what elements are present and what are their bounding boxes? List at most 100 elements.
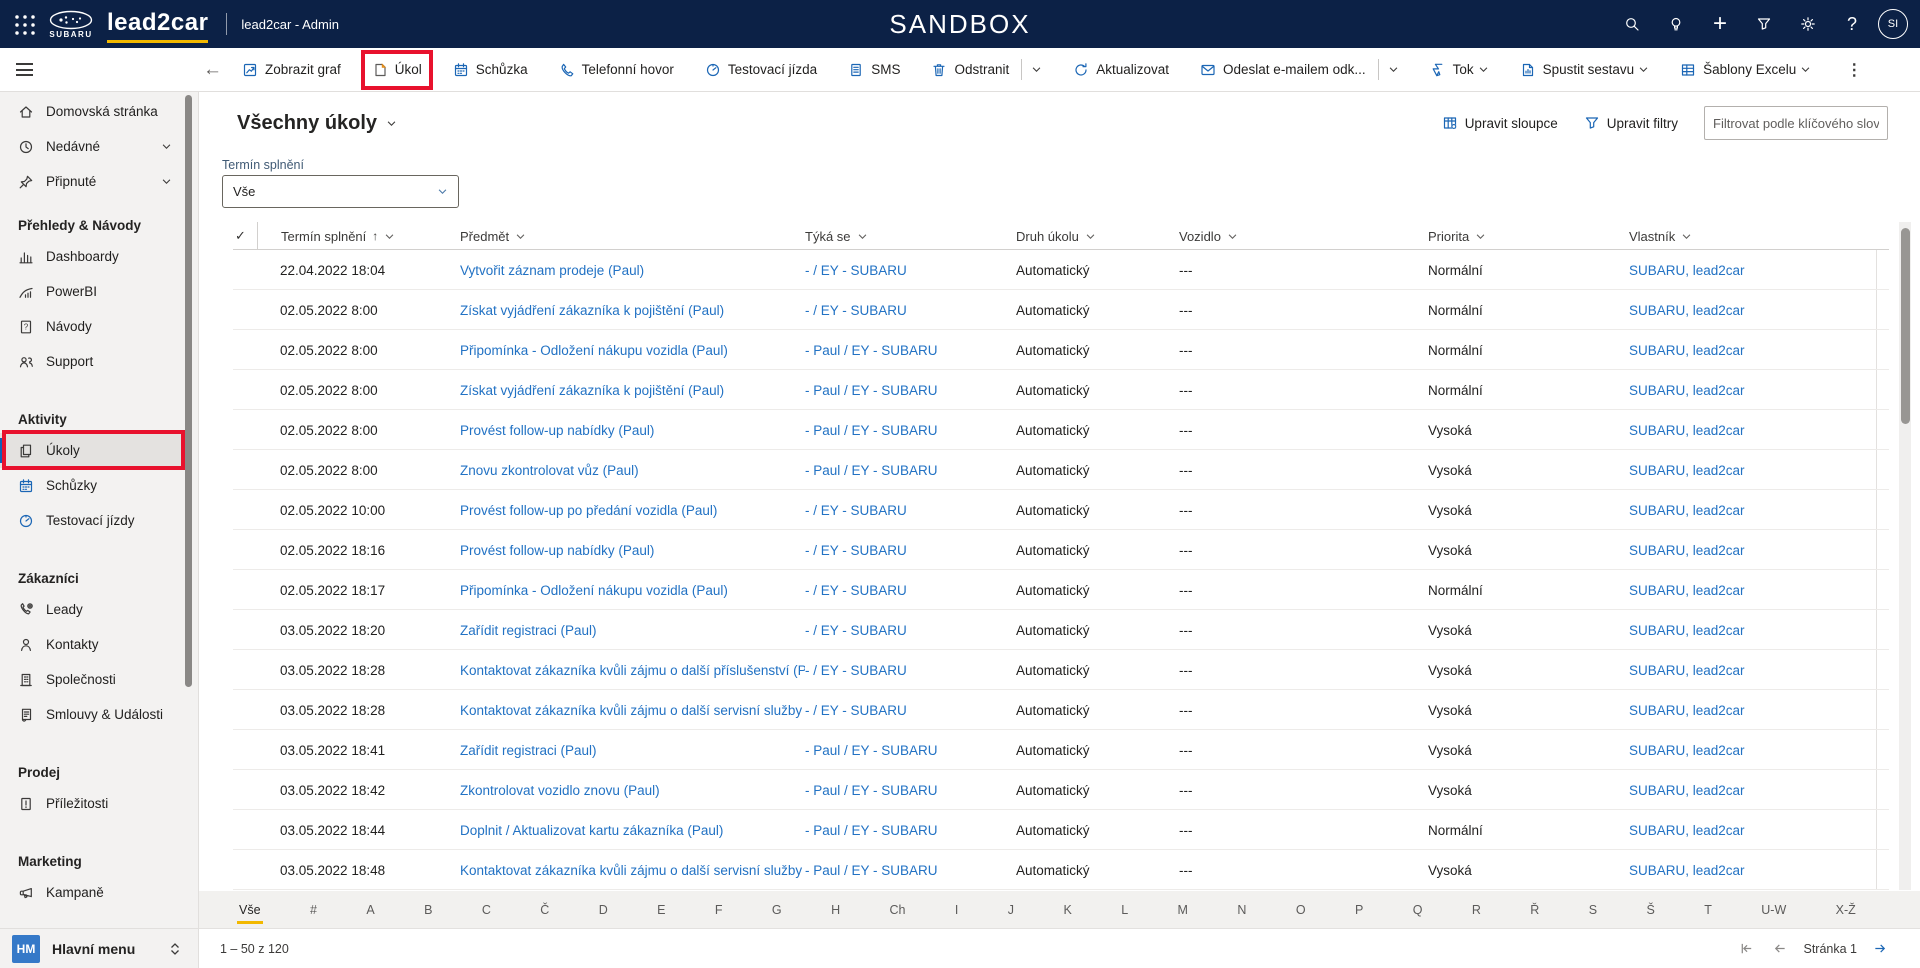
owner-link[interactable]: SUBARU, lead2car — [1629, 742, 1745, 758]
view-selector[interactable]: Všechny úkoly — [237, 112, 397, 135]
sidebar-item-campaigns[interactable]: Kampaně — [0, 875, 184, 910]
sidebar-item-leads[interactable]: Leady — [0, 592, 184, 627]
jump-o[interactable]: O — [1294, 899, 1308, 921]
jump-r[interactable]: R — [1470, 899, 1483, 921]
regarding-link[interactable]: - Paul / EY - SUBARU — [805, 342, 938, 358]
sidebar-item-powerbi[interactable]: PowerBI — [0, 274, 184, 309]
task-row[interactable]: 02.05.2022 8:00 Znovu zkontrolovat vůz (P… — [199, 450, 1920, 490]
subject-link[interactable]: Provést follow-up nabídky (Paul) — [460, 422, 655, 438]
owner-link[interactable]: SUBARU, lead2car — [1629, 382, 1745, 398]
column-header-priority[interactable]: Priorita — [1428, 222, 1629, 250]
task-row[interactable]: 02.05.2022 8:00 Získat vyjádření zákazník… — [199, 370, 1920, 410]
task-row[interactable]: 03.05.2022 18:44 Doplnit / Aktualizovat k… — [199, 810, 1920, 850]
command-meeting[interactable]: Schůzka — [451, 57, 530, 83]
brand-logo[interactable]: lead2car — [107, 9, 209, 43]
owner-link[interactable]: SUBARU, lead2car — [1629, 262, 1745, 278]
task-row[interactable]: 03.05.2022 18:42 Zkontrolovat vozidlo zno… — [199, 770, 1920, 810]
subject-link[interactable]: Zkontrolovat vozidlo znovu (Paul) — [460, 782, 660, 798]
subject-link[interactable]: Kontaktovat zákazníka kvůli zájmu o dalš… — [460, 662, 805, 678]
subject-link[interactable]: Získat vyjádření zákazníka k pojištění (… — [460, 382, 725, 398]
sidebar-item-test-drives[interactable]: Testovací jízdy — [0, 503, 184, 538]
regarding-link[interactable]: - Paul / EY - SUBARU — [805, 822, 938, 838]
jump-a[interactable]: A — [364, 899, 376, 921]
previous-page-button[interactable] — [1770, 939, 1789, 958]
sidebar-item-support[interactable]: Support — [0, 344, 184, 379]
sidebar-scrollbar-thumb[interactable] — [185, 95, 192, 687]
regarding-link[interactable]: - / EY - SUBARU — [805, 582, 907, 598]
jump-u-w[interactable]: U-W — [1759, 899, 1788, 921]
command-show-chart[interactable]: Zobrazit graf — [240, 57, 343, 83]
task-row[interactable]: 02.05.2022 8:00 Provést follow-up nabídky… — [199, 410, 1920, 450]
jump-#[interactable]: # — [308, 899, 319, 921]
task-row[interactable]: 03.05.2022 18:20 Zařídit registraci (Paul… — [199, 610, 1920, 650]
owner-link[interactable]: SUBARU, lead2car — [1629, 702, 1745, 718]
plus-icon[interactable]: + — [1712, 10, 1727, 37]
regarding-link[interactable]: - Paul / EY - SUBARU — [805, 862, 938, 878]
command-delete-chevron[interactable] — [1029, 62, 1044, 77]
sidebar-item-contacts[interactable]: Kontakty — [0, 627, 184, 662]
sidebar-item-companies[interactable]: Společnosti — [0, 662, 184, 697]
regarding-link[interactable]: - Paul / EY - SUBARU — [805, 782, 938, 798]
owner-link[interactable]: SUBARU, lead2car — [1629, 862, 1745, 878]
regarding-link[interactable]: - / EY - SUBARU — [805, 262, 907, 278]
keyword-filter-input[interactable] — [1704, 106, 1888, 140]
regarding-link[interactable]: - / EY - SUBARU — [805, 622, 907, 638]
regarding-link[interactable]: - Paul / EY - SUBARU — [805, 382, 938, 398]
area-switcher[interactable]: HM Hlavní menu — [0, 928, 198, 968]
jump-d[interactable]: D — [597, 899, 610, 921]
command-run-report-chevron[interactable] — [1636, 62, 1651, 77]
command-refresh[interactable]: Aktualizovat — [1071, 57, 1171, 83]
task-row[interactable]: 02.05.2022 8:00 Získat vyjádření zákazník… — [199, 290, 1920, 330]
due-date-filter-dropdown[interactable]: Vše — [222, 175, 459, 208]
owner-link[interactable]: SUBARU, lead2car — [1629, 462, 1745, 478]
jump-f[interactable]: F — [713, 899, 725, 921]
task-row[interactable]: 03.05.2022 18:28 Kontaktovat zákazníka kv… — [199, 650, 1920, 690]
column-header-due[interactable]: Termín splnění ↑ — [257, 222, 437, 250]
filter-icon[interactable] — [1746, 6, 1782, 42]
jump-x-ž[interactable]: X-Ž — [1834, 899, 1858, 921]
column-header-owner[interactable]: Vlastník — [1629, 222, 1877, 250]
next-page-button[interactable] — [1871, 939, 1890, 958]
sidebar-item-pinned[interactable]: Připnuté — [0, 164, 184, 199]
owner-link[interactable]: SUBARU, lead2car — [1629, 662, 1745, 678]
subject-link[interactable]: Připomínka - Odložení nákupu vozidla (Pa… — [460, 342, 728, 358]
jump-s[interactable]: S — [1587, 899, 1599, 921]
command-email-link[interactable]: Odeslat e-mailem odk... — [1198, 57, 1368, 83]
task-row[interactable]: 02.05.2022 8:00 Připomínka - Odložení nák… — [199, 330, 1920, 370]
jump-k[interactable]: K — [1061, 899, 1073, 921]
subject-link[interactable]: Doplnit / Aktualizovat kartu zákazníka (… — [460, 822, 724, 838]
subject-link[interactable]: Zařídit registraci (Paul) — [460, 622, 597, 638]
back-button[interactable]: ← — [203, 58, 222, 80]
owner-link[interactable]: SUBARU, lead2car — [1629, 622, 1745, 638]
sidebar-item-guides[interactable]: ? Návody — [0, 309, 184, 344]
regarding-link[interactable]: - / EY - SUBARU — [805, 542, 907, 558]
jump-e[interactable]: E — [655, 899, 667, 921]
task-row[interactable]: 02.05.2022 10:00 Provést follow-up po pře… — [199, 490, 1920, 530]
sidebar-item-contracts[interactable]: Smlouvy & Události — [0, 697, 184, 732]
jump-č[interactable]: Č — [538, 899, 551, 921]
task-row[interactable]: 02.05.2022 18:17 Připomínka - Odložení ná… — [199, 570, 1920, 610]
owner-link[interactable]: SUBARU, lead2car — [1629, 302, 1745, 318]
user-avatar[interactable]: SI — [1878, 9, 1908, 39]
jump-b[interactable]: B — [422, 899, 434, 921]
jump-c[interactable]: C — [480, 899, 493, 921]
column-header-type[interactable]: Druh úkolu — [993, 222, 1179, 250]
command-flow[interactable]: Tok — [1428, 57, 1476, 83]
sidebar-item-recent[interactable]: Nedávné — [0, 129, 184, 164]
jump-g[interactable]: G — [770, 899, 784, 921]
subject-link[interactable]: Získat vyjádření zákazníka k pojištění (… — [460, 302, 725, 318]
regarding-link[interactable]: - / EY - SUBARU — [805, 502, 907, 518]
subject-link[interactable]: Provést follow-up po předání vozidla (Pa… — [460, 502, 718, 518]
column-header-regarding[interactable]: Týká se — [805, 222, 993, 250]
subject-link[interactable]: Kontaktovat zákazníka kvůli zájmu o dalš… — [460, 702, 803, 718]
command-excel-templates-chevron[interactable] — [1798, 62, 1813, 77]
command-delete[interactable]: Odstranit — [929, 57, 1011, 83]
owner-link[interactable]: SUBARU, lead2car — [1629, 822, 1745, 838]
subject-link[interactable]: Znovu zkontrolovat vůz (Paul) — [460, 462, 639, 478]
column-header-vehicle[interactable]: Vozidlo — [1179, 222, 1428, 250]
sidebar-item-dashboards[interactable]: Dashboardy — [0, 239, 184, 274]
command-test-drive[interactable]: Testovací jízda — [703, 57, 819, 83]
sidebar-item-opportunities[interactable]: Příležitosti — [0, 786, 184, 821]
regarding-link[interactable]: - / EY - SUBARU — [805, 662, 907, 678]
grid-scrollbar-thumb[interactable] — [1900, 228, 1910, 424]
